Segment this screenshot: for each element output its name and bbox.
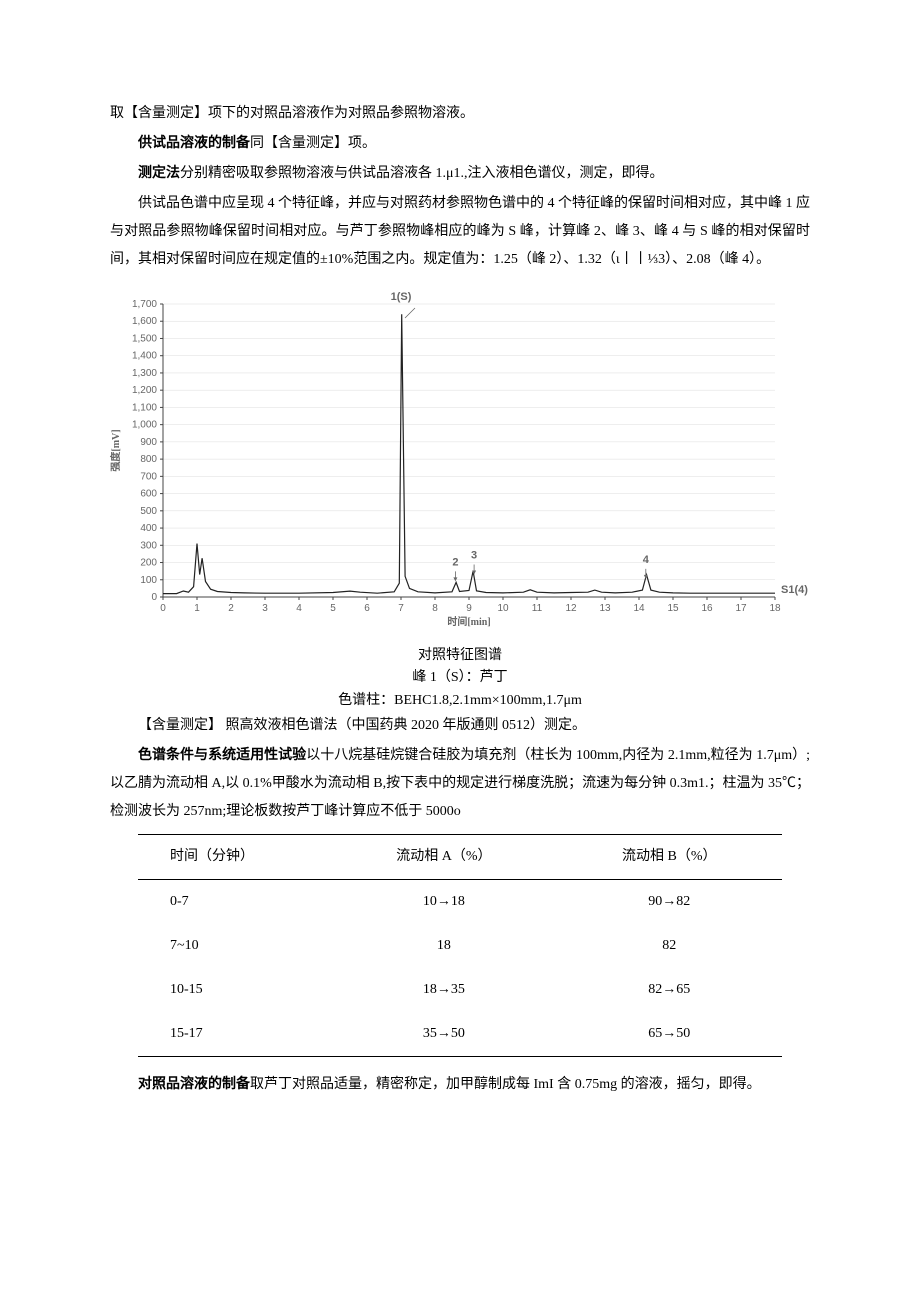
svg-text:800: 800 — [140, 454, 157, 465]
svg-text:4: 4 — [296, 603, 302, 614]
svg-text:0: 0 — [151, 592, 157, 603]
svg-text:5: 5 — [330, 603, 336, 614]
svg-text:6: 6 — [364, 603, 370, 614]
para-assay: 【含量测定】 照高效液相色谱法（中国药典 2020 年版通则 0512）测定。 — [110, 712, 810, 740]
para-ref-prep: 对照品溶液的制备取芦丁对照品适量，精密称定，加甲醇制成每 ImI 含 0.75m… — [110, 1071, 810, 1099]
table-cell: 82→65 — [557, 968, 782, 1012]
svg-text:11: 11 — [532, 603, 543, 614]
table-header-row: 时间（分钟） 流动相 A（%） 流动相 B（%） — [138, 835, 782, 880]
table-cell: 35→50 — [331, 1012, 556, 1057]
table-row: 7~101882 — [138, 924, 782, 968]
table-cell: 82 — [557, 924, 782, 968]
table-cell: 65→50 — [557, 1012, 782, 1057]
svg-text:600: 600 — [140, 489, 157, 500]
svg-text:700: 700 — [140, 471, 157, 482]
svg-text:500: 500 — [140, 506, 157, 517]
svg-text:3: 3 — [262, 603, 268, 614]
gradient-table: 时间（分钟） 流动相 A（%） 流动相 B（%） 0-710→1890→827~… — [138, 834, 782, 1057]
para-conditions: 色谱条件与系统适用性试验以十八烷基硅烷键合硅胶为填充剂（柱长为 100mm,内径… — [110, 742, 810, 826]
para-sample-prep: 供试品溶液的制备同【含量测定】项。 — [110, 130, 810, 158]
svg-text:18: 18 — [769, 603, 781, 614]
th-time: 时间（分钟） — [138, 835, 331, 880]
svg-text:7: 7 — [398, 603, 404, 614]
text-method: 分别精密吸取参照物溶液与供试品溶液各 1.μ1.,注入液相色谱仪，测定，即得。 — [180, 166, 664, 181]
svg-text:强度[mV]: 强度[mV] — [109, 429, 122, 471]
svg-text:2: 2 — [452, 556, 458, 568]
svg-text:16: 16 — [701, 603, 713, 614]
table-cell: 18→35 — [331, 968, 556, 1012]
text-assay: 照高效液相色谱法（中国药典 2020 年版通则 0512）测定。 — [226, 718, 587, 733]
svg-text:1(S): 1(S) — [391, 292, 412, 303]
label-conditions: 色谱条件与系统适用性试验 — [138, 748, 306, 763]
svg-text:2: 2 — [228, 603, 234, 614]
svg-text:1,100: 1,100 — [132, 402, 157, 413]
svg-text:200: 200 — [140, 558, 157, 569]
th-phase-a: 流动相 A（%） — [331, 835, 556, 880]
chromatogram-chart: 01002003004005006007008009001,0001,1001,… — [105, 292, 810, 637]
label-sample-prep: 供试品溶液的制备 — [138, 136, 250, 151]
svg-text:13: 13 — [599, 603, 611, 614]
svg-text:900: 900 — [140, 437, 157, 448]
para-ref-solution: 取【含量测定】项下的对照品溶液作为对照品参照物溶液。 — [110, 100, 810, 128]
svg-text:3: 3 — [471, 550, 477, 562]
svg-text:1,000: 1,000 — [132, 420, 157, 431]
table-cell: 10→18 — [331, 880, 556, 925]
svg-text:时间[min]: 时间[min] — [447, 615, 490, 628]
svg-text:1,400: 1,400 — [132, 351, 157, 362]
label-method: 测定法 — [138, 166, 180, 181]
para-peaks: 供试品色谱中应呈现 4 个特征峰，并应与对照药材参照物色谱中的 4 个特征峰的保… — [110, 190, 810, 274]
svg-text:1,200: 1,200 — [132, 385, 157, 396]
table-row: 0-710→1890→82 — [138, 880, 782, 925]
svg-text:1: 1 — [194, 603, 200, 614]
caption-column: 色谱柱：BEHC1.8,2.1mm×100mm,1.7μm — [110, 690, 810, 712]
table-cell: 15-17 — [138, 1012, 331, 1057]
svg-text:14: 14 — [633, 603, 645, 614]
svg-text:4: 4 — [643, 554, 650, 566]
caption-peak1: 峰 1（S）：芦丁 — [110, 667, 810, 689]
table-cell: 10-15 — [138, 968, 331, 1012]
para-method: 测定法分别精密吸取参照物溶液与供试品溶液各 1.μ1.,注入液相色谱仪，测定，即… — [110, 160, 810, 188]
label-assay: 【含量测定】 — [138, 718, 226, 733]
svg-text:S1(4): S1(4) — [781, 584, 808, 596]
text-ref-prep: 取芦丁对照品适量，精密称定，加甲醇制成每 ImI 含 0.75mg 的溶液，摇匀… — [250, 1077, 761, 1092]
svg-text:100: 100 — [140, 575, 157, 586]
label-ref-prep: 对照品溶液的制备 — [138, 1077, 250, 1092]
svg-text:10: 10 — [497, 603, 509, 614]
table-cell: 18 — [331, 924, 556, 968]
svg-text:0: 0 — [160, 603, 166, 614]
svg-text:1,600: 1,600 — [132, 316, 157, 327]
chromatogram-svg: 01002003004005006007008009001,0001,1001,… — [105, 292, 815, 637]
svg-text:1,700: 1,700 — [132, 299, 157, 310]
th-phase-b: 流动相 B（%） — [557, 835, 782, 880]
table-cell: 0-7 — [138, 880, 331, 925]
table-cell: 90→82 — [557, 880, 782, 925]
svg-text:15: 15 — [667, 603, 679, 614]
svg-text:1,300: 1,300 — [132, 368, 157, 379]
svg-text:12: 12 — [565, 603, 577, 614]
chart-caption: 对照特征图谱 峰 1（S）：芦丁 色谱柱：BEHC1.8,2.1mm×100mm… — [110, 645, 810, 712]
svg-text:300: 300 — [140, 540, 157, 551]
caption-title: 对照特征图谱 — [110, 645, 810, 667]
svg-text:1,500: 1,500 — [132, 333, 157, 344]
svg-text:9: 9 — [466, 603, 472, 614]
table-row: 10-1518→3582→65 — [138, 968, 782, 1012]
table-row: 15-1735→5065→50 — [138, 1012, 782, 1057]
table-cell: 7~10 — [138, 924, 331, 968]
svg-text:400: 400 — [140, 523, 157, 534]
svg-text:17: 17 — [735, 603, 747, 614]
text-sample-prep: 同【含量测定】项。 — [250, 136, 376, 151]
svg-text:8: 8 — [432, 603, 438, 614]
